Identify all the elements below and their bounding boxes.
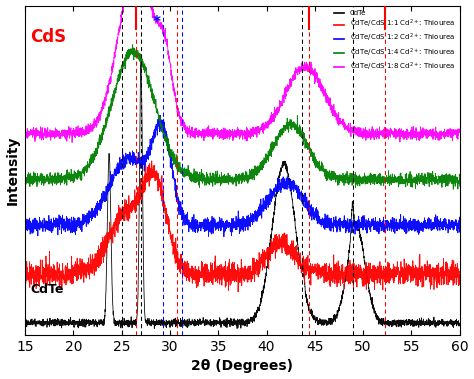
Text: CdTe: CdTe	[30, 283, 64, 296]
Text: CdS: CdS	[30, 28, 66, 46]
X-axis label: 2θ (Degrees): 2θ (Degrees)	[191, 359, 293, 373]
Legend: CdTe, CdTe/CdS 1:1 Cd$^{2+}$: Thiourea, CdTe/CdS 1:2 Cd$^{2+}$: Thiourea, CdTe/C: CdTe, CdTe/CdS 1:1 Cd$^{2+}$: Thiourea, …	[331, 8, 457, 75]
Y-axis label: Intensity: Intensity	[6, 136, 19, 205]
Text: *: *	[153, 15, 160, 30]
